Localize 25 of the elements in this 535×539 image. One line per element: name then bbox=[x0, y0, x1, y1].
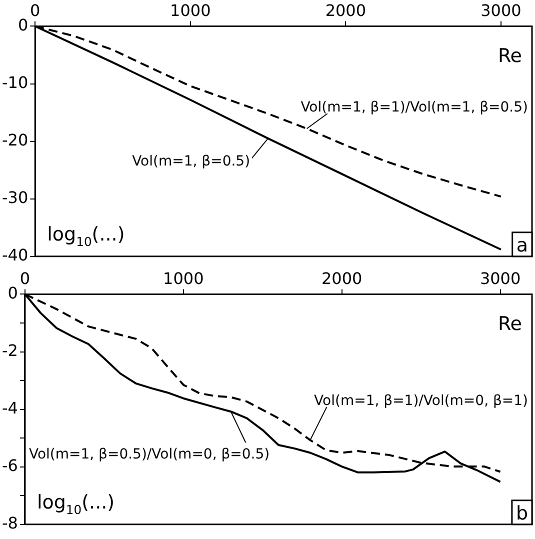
y-tick-label: -30 bbox=[2, 188, 28, 208]
x-tick-label: 3000 bbox=[480, 0, 522, 20]
series-label: Vol(m=1, β=1)/Vol(m=1, β=0.5) bbox=[300, 100, 528, 116]
x-tick-label: 0 bbox=[30, 0, 40, 20]
y-tick-label: 0 bbox=[8, 283, 18, 302]
y-tick-label: -8 bbox=[2, 514, 18, 533]
annotation: a bbox=[516, 234, 528, 256]
x-axis-title: Re bbox=[498, 313, 522, 336]
y-tick-label: -40 bbox=[2, 246, 28, 265]
y-tick-label: -4 bbox=[2, 398, 18, 418]
series-label: Vol(m=1, β=1)/Vol(m=0, β=1) bbox=[314, 393, 528, 410]
x-tick-label: 1000 bbox=[163, 268, 204, 288]
series-label: Vol(m=1, β=0.5)/Vol(m=0, β=0.5) bbox=[28, 446, 270, 463]
series-label: Vol(m=1, β=0.5) bbox=[132, 153, 250, 170]
x-tick-label: 3000 bbox=[480, 268, 521, 288]
x-axis-title: Re bbox=[498, 45, 522, 68]
y-tick-label: -20 bbox=[2, 130, 28, 150]
y-tick-label: -2 bbox=[2, 340, 18, 360]
y-tick-label: 0 bbox=[18, 15, 28, 34]
annotation: b bbox=[516, 502, 528, 524]
x-tick-label: 1000 bbox=[170, 0, 211, 20]
x-tick-label: 2000 bbox=[322, 268, 362, 288]
y-tick-label: -10 bbox=[2, 72, 28, 92]
y-tick-label: -6 bbox=[2, 456, 18, 476]
x-tick-label: 2000 bbox=[325, 0, 366, 20]
